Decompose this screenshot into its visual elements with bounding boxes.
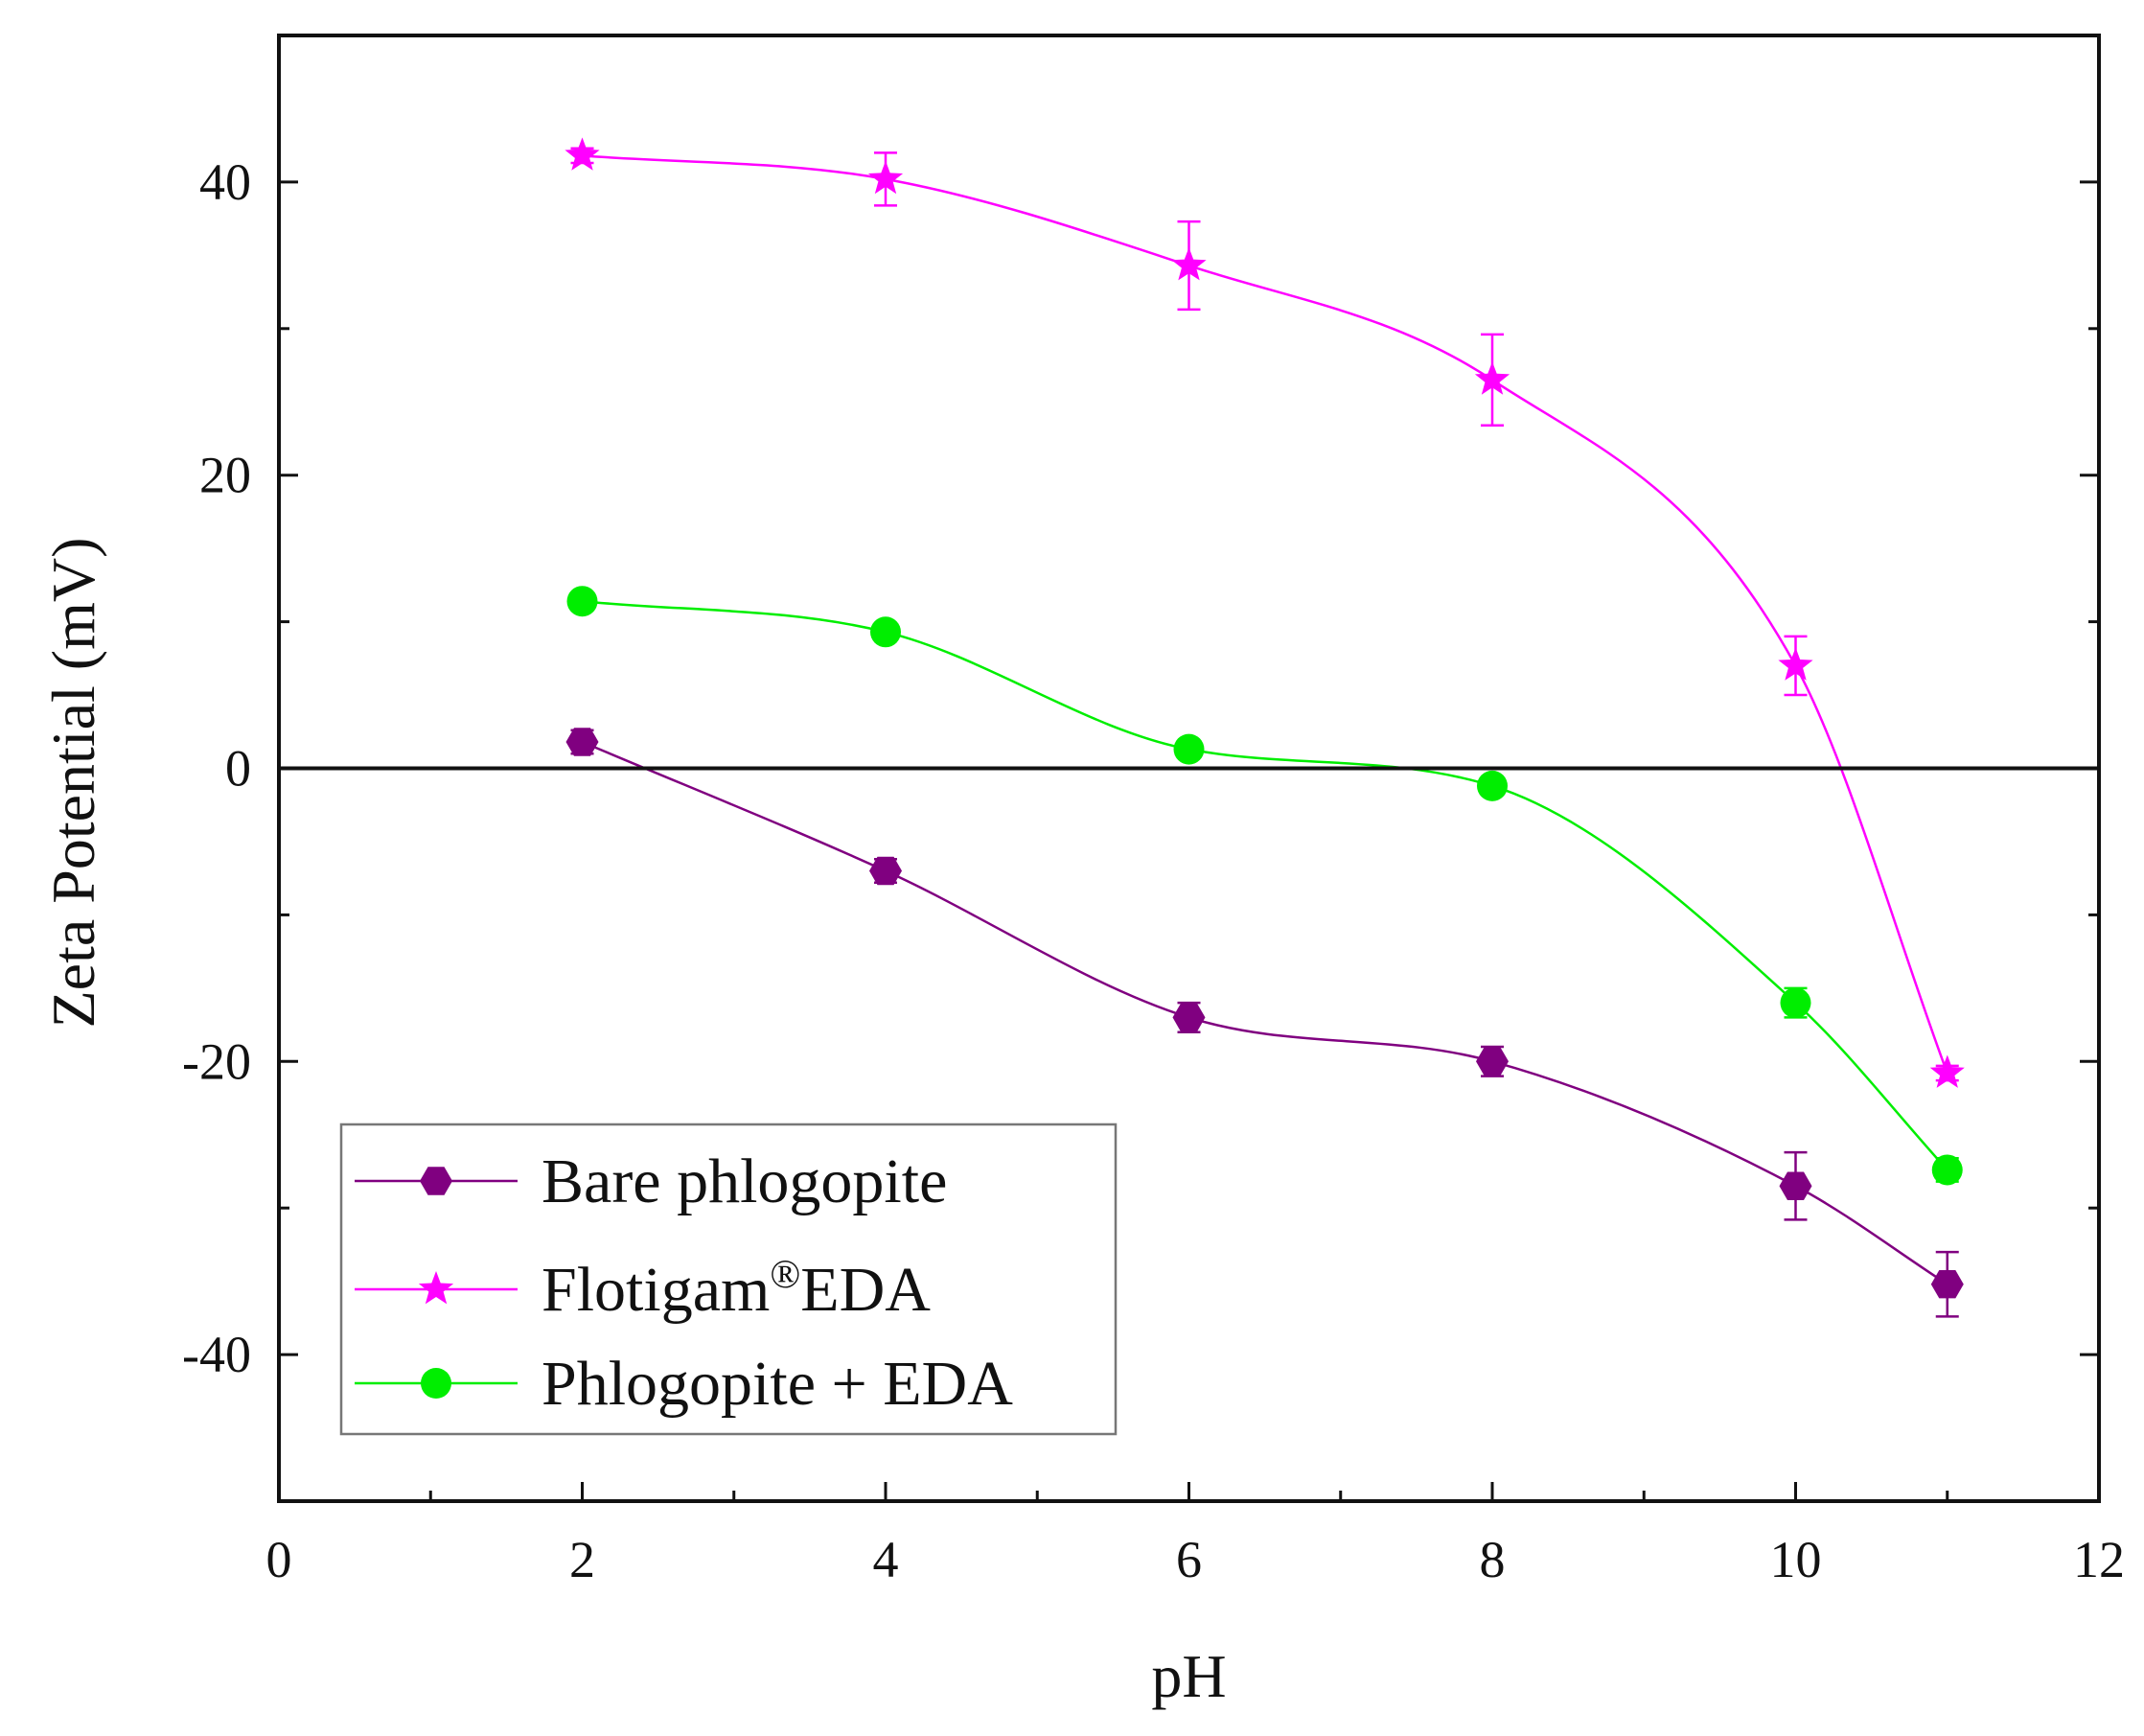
legend-label-text: Phlogopite + EDA [542, 1349, 1013, 1419]
bare-phlogopite-point [1779, 1171, 1812, 1200]
x-tick-label: 8 [1480, 1531, 1506, 1588]
flotigam-eda-point [1171, 247, 1207, 281]
flotigam-eda-point [867, 160, 904, 195]
legend-label-flotigam-eda: Flotigam®EDA [542, 1253, 931, 1325]
flotigam-eda-point [1474, 361, 1510, 395]
phlogopite-eda-point [870, 616, 901, 648]
legend-label-phlogopite-eda: Phlogopite + EDA [542, 1349, 1013, 1419]
y-tick-label: 0 [225, 740, 251, 798]
flotigam-eda-point [1778, 647, 1813, 681]
bare-phlogopite-point [869, 856, 902, 886]
legend-label-text: Flotigam [542, 1255, 770, 1325]
legend-marker-flotigam-eda [418, 1271, 454, 1305]
legend: Bare phlogopite Flotigam®EDA Phlogopite + … [339, 1123, 1118, 1436]
y-axis-title: Zeta Potential (mV) [39, 538, 107, 1029]
tick-labels: 0 2 4 6 8 10 12 -40 -20 0 20 40 [182, 153, 2125, 1588]
legend-label-suffix: EDA [800, 1255, 931, 1325]
y-tick-label: 20 [199, 447, 251, 504]
legend-label-superscript: ® [770, 1253, 800, 1297]
bare-phlogopite-point [1476, 1047, 1509, 1076]
x-tick-label: 12 [2073, 1531, 2125, 1588]
x-tick-label: 6 [1176, 1531, 1202, 1588]
y-tick-label: 40 [199, 153, 251, 211]
x-tick-label: 4 [873, 1531, 899, 1588]
series-markers [565, 137, 1965, 1299]
phlogopite-eda-point [1173, 733, 1205, 765]
bare-phlogopite-point [1930, 1270, 1964, 1299]
phlogopite-eda-point [1931, 1154, 1963, 1186]
phlogopite-eda-point [1477, 770, 1508, 801]
flotigam-eda-point [1929, 1054, 1965, 1088]
legend-marker-bare-phlogopite [420, 1167, 452, 1195]
phlogopite-eda-point [566, 586, 598, 617]
phlogopite-eda-point [1780, 987, 1811, 1019]
x-tick-label: 2 [569, 1531, 595, 1588]
legend-label-bare-phlogopite: Bare phlogopite [542, 1146, 947, 1216]
axis-ticks [277, 180, 2101, 1501]
x-tick-label: 10 [1770, 1531, 1822, 1588]
flotigam-eda-point [565, 137, 600, 171]
legend-marker-phlogopite-eda [421, 1368, 451, 1399]
x-axis-title: pH [1151, 1642, 1226, 1710]
y-tick-label: -20 [182, 1032, 251, 1090]
legend-label-text: Bare phlogopite [542, 1146, 947, 1216]
y-tick-label: -40 [182, 1326, 251, 1383]
bare-phlogopite-point [1172, 1003, 1206, 1032]
bare-phlogopite-point [565, 728, 599, 756]
x-tick-label: 0 [266, 1531, 292, 1588]
